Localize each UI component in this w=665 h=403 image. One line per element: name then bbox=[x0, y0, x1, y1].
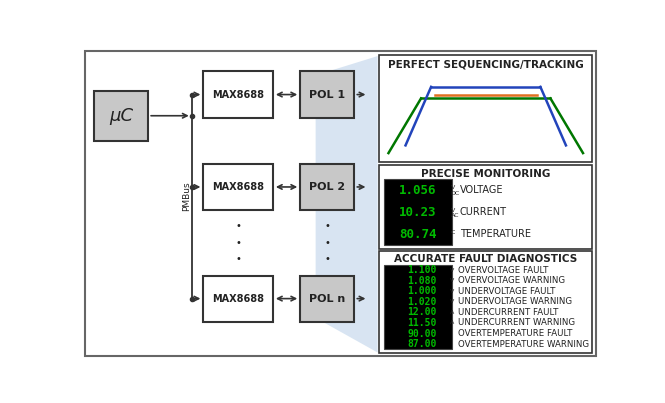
Text: UNDERCURRENT WARNING: UNDERCURRENT WARNING bbox=[458, 318, 575, 328]
Text: 11.50: 11.50 bbox=[407, 318, 436, 328]
Text: V: V bbox=[450, 268, 454, 272]
Text: DC: DC bbox=[450, 191, 460, 196]
Bar bbox=[300, 71, 354, 118]
Bar bbox=[300, 164, 354, 210]
Bar bbox=[384, 179, 452, 245]
Text: OVERVOLTAGE FAULT: OVERVOLTAGE FAULT bbox=[458, 266, 549, 274]
Text: 1.056: 1.056 bbox=[399, 184, 436, 197]
Bar bbox=[94, 91, 148, 141]
Text: MAX8688: MAX8688 bbox=[212, 294, 264, 303]
Text: V: V bbox=[450, 208, 455, 212]
Text: •: • bbox=[235, 221, 241, 231]
Text: PERFECT SEQUENCING/TRACKING: PERFECT SEQUENCING/TRACKING bbox=[388, 60, 584, 70]
Text: 1.080: 1.080 bbox=[407, 276, 436, 286]
Text: ACCURATE FAULT DIAGNOSTICS: ACCURATE FAULT DIAGNOSTICS bbox=[394, 254, 577, 264]
Text: OVERTEMPERATURE WARNING: OVERTEMPERATURE WARNING bbox=[458, 340, 589, 349]
Text: TEMPERATURE: TEMPERATURE bbox=[460, 229, 531, 239]
Text: PMBus: PMBus bbox=[182, 182, 192, 212]
Text: POL 1: POL 1 bbox=[309, 89, 345, 100]
Bar bbox=[379, 54, 593, 162]
Text: V: V bbox=[450, 289, 454, 294]
Text: •: • bbox=[325, 238, 331, 248]
Text: 1.000: 1.000 bbox=[407, 286, 436, 296]
Text: V: V bbox=[450, 185, 455, 191]
Text: OVERTEMPERATURE FAULT: OVERTEMPERATURE FAULT bbox=[458, 329, 573, 338]
Text: •: • bbox=[235, 238, 241, 248]
Bar bbox=[203, 71, 273, 118]
Text: 80.74: 80.74 bbox=[399, 228, 436, 241]
Text: AC: AC bbox=[450, 213, 459, 218]
Bar bbox=[203, 276, 273, 322]
Text: MAX8688: MAX8688 bbox=[212, 182, 264, 192]
Text: •: • bbox=[325, 221, 331, 231]
Text: UNDERCURRENT FAULT: UNDERCURRENT FAULT bbox=[458, 308, 559, 317]
Text: UNDERVOLTAGE FAULT: UNDERVOLTAGE FAULT bbox=[458, 287, 555, 296]
Text: CURRENT: CURRENT bbox=[460, 208, 507, 217]
Text: μC: μC bbox=[109, 107, 133, 125]
Polygon shape bbox=[316, 56, 378, 353]
Text: C: C bbox=[450, 230, 455, 235]
Text: •: • bbox=[235, 254, 241, 264]
Text: V: V bbox=[450, 278, 454, 283]
Text: VOLTAGE: VOLTAGE bbox=[460, 185, 503, 195]
Text: •: • bbox=[325, 254, 331, 264]
Bar bbox=[384, 265, 452, 349]
Text: A: A bbox=[450, 320, 454, 326]
Text: POL n: POL n bbox=[309, 294, 345, 303]
Text: 1.100: 1.100 bbox=[407, 265, 436, 275]
Text: 1.020: 1.020 bbox=[407, 297, 436, 307]
Text: V: V bbox=[450, 299, 454, 304]
Text: 12.00: 12.00 bbox=[407, 307, 436, 318]
Text: 87.00: 87.00 bbox=[407, 339, 436, 349]
Bar bbox=[379, 165, 593, 249]
Text: UNDERVOLTAGE WARNING: UNDERVOLTAGE WARNING bbox=[458, 297, 573, 306]
Text: MAX8688: MAX8688 bbox=[212, 89, 264, 100]
Text: OVERVOLTAGE WARNING: OVERVOLTAGE WARNING bbox=[458, 276, 565, 285]
Bar bbox=[379, 251, 593, 353]
Bar bbox=[203, 164, 273, 210]
Text: A: A bbox=[450, 310, 454, 315]
Text: POL 2: POL 2 bbox=[309, 182, 345, 192]
Text: PRECISE MONITORING: PRECISE MONITORING bbox=[421, 169, 551, 179]
Bar bbox=[300, 276, 354, 322]
Text: 90.00: 90.00 bbox=[407, 328, 436, 339]
Text: 10.23: 10.23 bbox=[399, 206, 436, 219]
